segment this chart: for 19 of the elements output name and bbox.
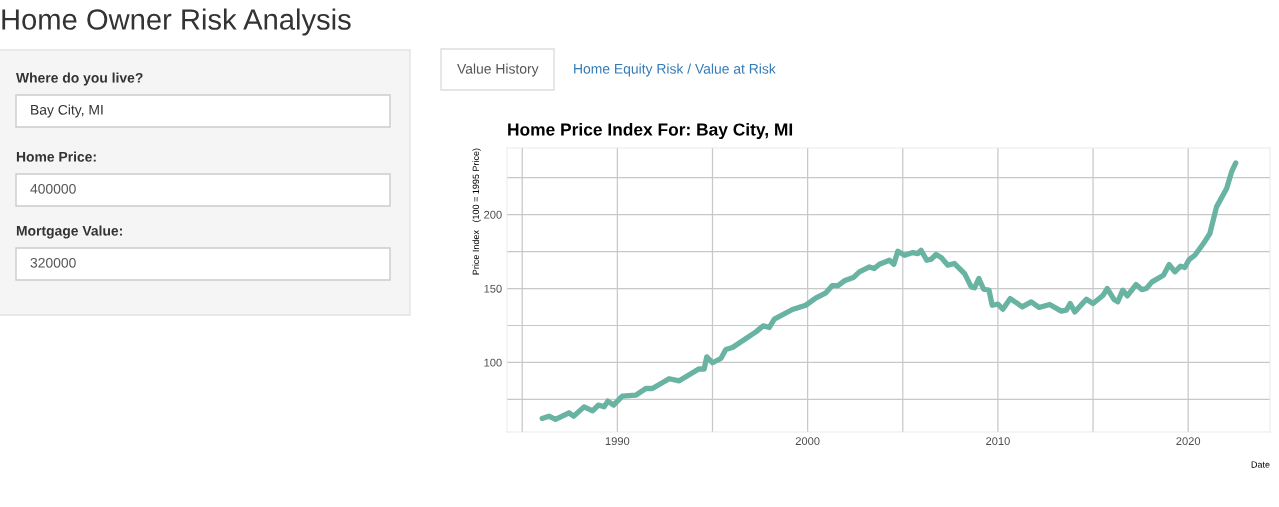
text: Home Owner Risk Analysis [2, 8, 351, 36]
text: Home Price: [16, 151, 96, 162]
text: Bay City, MI [31, 104, 103, 118]
text: Value History [457, 63, 539, 77]
y-tick-label: 100 [484, 358, 502, 367]
text: Home Equity Risk / Value at Risk [574, 63, 776, 77]
x-tick-label: 1990 [605, 437, 630, 446]
y-tick-label: 200 [484, 210, 502, 219]
y-axis-title: Price Index (100 = 1995 Price) [472, 148, 481, 275]
x-axis-title: Date [1251, 461, 1270, 468]
text: Mortgage Value: [16, 225, 122, 239]
chart-title: Home Price Index For: Bay City, MI [508, 122, 793, 140]
x-tick-label: 2020 [1176, 437, 1201, 446]
y-tick-label: 150 [484, 284, 502, 293]
x-tick-label: 2010 [986, 437, 1010, 446]
x-tick-label: 2000 [795, 437, 820, 446]
text: 320000 [30, 257, 76, 268]
text: 400000 [30, 183, 76, 194]
text: Where do you live? [16, 72, 143, 86]
